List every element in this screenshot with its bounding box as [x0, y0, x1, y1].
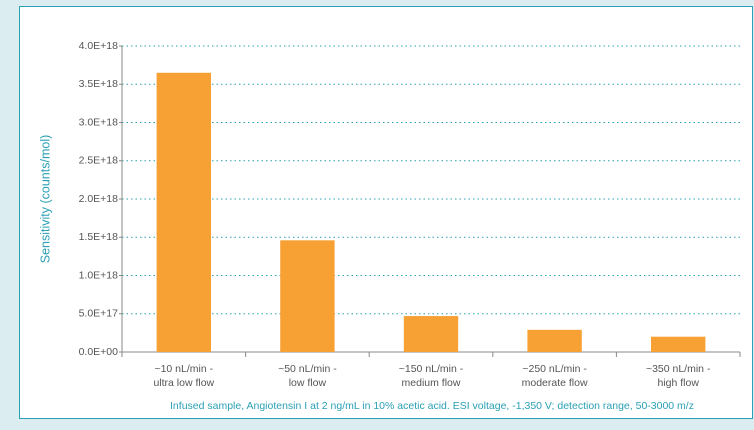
x-tick-label: ~350 nL/min - — [646, 363, 711, 375]
panel — [19, 6, 753, 419]
y-tick-label: 2.5E+18 — [79, 155, 119, 167]
y-tick-label: 4.0E+18 — [79, 40, 119, 52]
bar — [527, 329, 582, 352]
y-tick-label: 3.5E+18 — [79, 78, 119, 90]
y-tick-label: 5.0E+17 — [79, 308, 119, 320]
y-tick-label: 3.0E+18 — [79, 116, 119, 128]
x-tick-label: moderate flow — [522, 377, 588, 389]
y-tick-label: 0.0E+00 — [79, 346, 119, 358]
x-tick-label: ~150 nL/min - — [399, 363, 464, 375]
bar — [403, 316, 459, 352]
x-tick-label: ~250 nL/min - — [522, 363, 587, 375]
y-tick-label: 2.0E+18 — [79, 193, 119, 205]
x-tick-label: ultra low flow — [153, 377, 214, 389]
x-tick-label: low flow — [289, 377, 327, 389]
caption: Infused sample, Angiotensin I at 2 ng/mL… — [170, 400, 694, 412]
y-axis-label: Sensitivity (counts/mol) — [38, 135, 52, 264]
y-tick-label: 1.0E+18 — [79, 269, 119, 281]
bar — [651, 336, 706, 352]
x-tick-label: ~50 nL/min - — [278, 363, 337, 375]
bar — [156, 72, 211, 353]
x-tick-label: medium flow — [402, 377, 461, 389]
x-tick-label: ~10 nL/min - — [154, 363, 213, 375]
y-tick-label: 1.5E+18 — [79, 231, 119, 243]
bar — [280, 240, 335, 352]
x-tick-label: high flow — [657, 377, 699, 389]
